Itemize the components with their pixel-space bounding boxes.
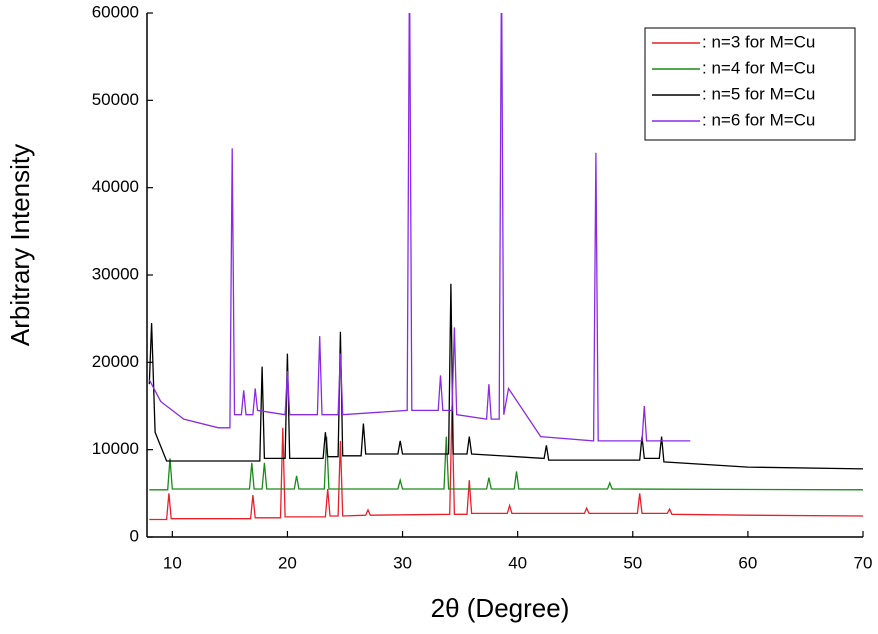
legend-label: : n=3 for M=Cu xyxy=(702,32,815,51)
y-tick-label: 40000 xyxy=(92,177,139,196)
x-tick-label: 60 xyxy=(738,553,757,572)
y-tick-label: 50000 xyxy=(92,90,139,109)
y-tick-label: 10000 xyxy=(92,439,139,458)
plot-area xyxy=(148,13,863,521)
y-tick-label: 0 xyxy=(130,526,139,545)
series-line xyxy=(149,436,863,491)
x-tick-label: 50 xyxy=(623,553,642,572)
y-tick-label: 20000 xyxy=(92,352,139,371)
x-tick-label: 40 xyxy=(508,553,527,572)
y-axis-title: Arbitrary Intensity xyxy=(5,144,35,346)
x-tick-label: 10 xyxy=(163,553,182,572)
series-line xyxy=(149,405,863,521)
series-line xyxy=(148,283,863,470)
x-tick-label: 20 xyxy=(278,553,297,572)
y-tick-label: 30000 xyxy=(92,264,139,283)
legend-label: : n=4 for M=Cu xyxy=(702,58,815,77)
x-tick-label: 30 xyxy=(393,553,412,572)
y-tick-label: 60000 xyxy=(92,2,139,21)
x-tick-label: 70 xyxy=(854,553,873,572)
x-axis-title: 2θ (Degree) xyxy=(431,593,570,623)
legend-label: : n=6 for M=Cu xyxy=(702,110,815,129)
series-line xyxy=(148,13,691,442)
legend-label: : n=5 for M=Cu xyxy=(702,84,815,103)
